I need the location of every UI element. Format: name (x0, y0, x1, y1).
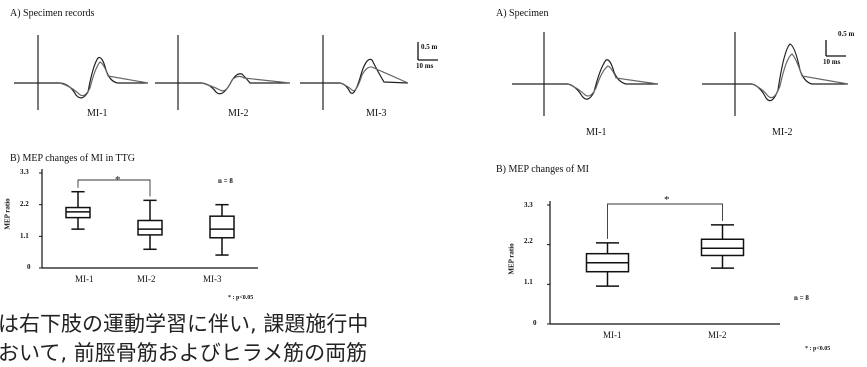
right-scale-bar (825, 40, 846, 57)
right-trace-mi1 (512, 32, 659, 116)
left-ytick-22: 2.2 (20, 200, 29, 208)
right-ytick-11: 1.1 (524, 278, 533, 286)
right-scale-amp-label: 0.5 m (838, 30, 855, 38)
left-trace-label-3: MI-3 (366, 108, 387, 119)
right-iqr-2 (700, 238, 745, 257)
right-ytick-22: 2.2 (524, 237, 533, 245)
right-trace-label-2: MI-2 (772, 127, 793, 138)
left-trace-mi2 (155, 35, 291, 110)
left-trace-mi1 (14, 35, 149, 110)
japanese-line-2: おいて, 前脛骨筋およびヒラメ筋の両筋 (0, 341, 368, 365)
left-specimen-traces (14, 35, 438, 110)
right-specimen-traces (512, 32, 849, 116)
left-box-2 (137, 199, 163, 251)
left-ytick-0: 0 (27, 263, 31, 271)
left-ytick-33: 3.3 (20, 168, 29, 176)
left-ytick-11: 1.1 (20, 232, 29, 240)
left-n-label: n = 8 (218, 177, 233, 185)
left-sig-bracket-0 (77, 179, 151, 197)
left-trace-label-2: MI-2 (228, 108, 249, 119)
left-cat-3: MI-3 (203, 274, 222, 284)
left-scale-bar (417, 42, 438, 61)
right-sig-bracket-0 (607, 203, 723, 239)
left-boxplot (39, 169, 258, 269)
right-p-label: * : p<0.05 (805, 346, 831, 352)
right-sig-star: * (664, 194, 670, 206)
left-scale-amp-label: 0.5 m (421, 43, 438, 51)
left-sig-star: * (115, 174, 121, 186)
left-cat-2: MI-2 (137, 274, 156, 284)
right-ytick-33: 3.3 (524, 201, 533, 209)
left-p-label: * : p<0.05 (228, 295, 254, 301)
left-title-a: A) Specimen records (10, 8, 95, 19)
right-box-2 (700, 224, 745, 269)
left-iqr-3 (209, 215, 235, 239)
right-scale-time-label: 10 ms (823, 58, 841, 66)
right-cat-1: MI-1 (603, 330, 622, 340)
left-iqr-2 (137, 219, 163, 236)
right-title-b: B) MEP changes of MI (496, 164, 589, 175)
right-title-a: A) Specimen (496, 8, 549, 19)
left-cat-1: MI-1 (75, 274, 94, 284)
left-trace-label-1: MI-1 (87, 108, 108, 119)
left-trace-mi3 (300, 35, 409, 110)
left-scale-time-label: 10 ms (416, 62, 434, 70)
right-cat-2: MI-2 (708, 330, 727, 340)
japanese-line-1: は右下肢の運動学習に伴い, 課題施行中 (0, 312, 369, 336)
left-box-1 (65, 190, 91, 230)
left-ylabel: MEP ratio (3, 198, 12, 230)
right-trace-mi2 (702, 32, 849, 116)
right-ylabel: MEP ratio (507, 243, 516, 275)
right-trace-label-1: MI-1 (586, 127, 607, 138)
left-title-b: B) MEP changes of MI in TTG (10, 153, 135, 164)
right-ytick-0: 0 (533, 319, 537, 327)
left-box-3 (209, 203, 235, 256)
right-boxplot (547, 201, 780, 325)
right-n-label: n = 8 (794, 294, 809, 302)
right-box-1 (585, 242, 630, 287)
